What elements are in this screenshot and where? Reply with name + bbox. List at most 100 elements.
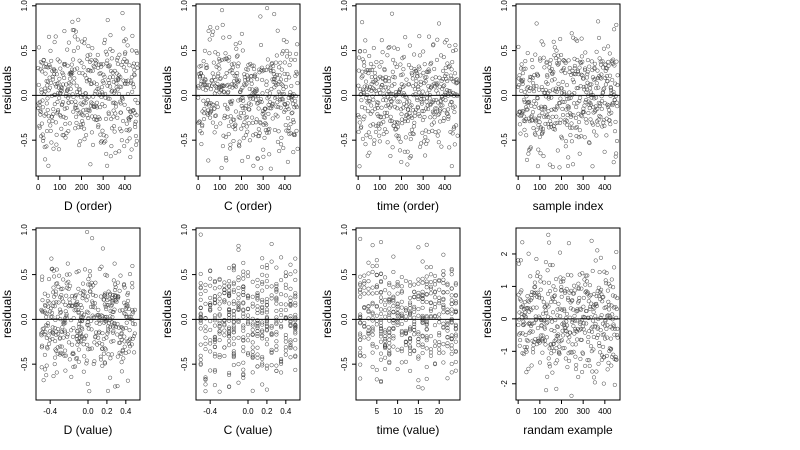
data-point	[288, 340, 293, 345]
data-point	[129, 75, 134, 80]
data-point	[274, 289, 279, 294]
data-point	[593, 321, 598, 326]
data-point	[600, 124, 605, 129]
data-point	[213, 113, 218, 119]
data-point	[571, 324, 576, 329]
data-point	[611, 324, 616, 329]
data-point	[370, 94, 375, 99]
data-point	[53, 339, 58, 344]
data-point	[362, 305, 367, 310]
data-point	[36, 45, 42, 50]
data-point	[516, 322, 521, 327]
data-point	[108, 154, 113, 159]
data-point	[274, 320, 279, 325]
data-point	[418, 144, 423, 149]
data-point	[407, 155, 412, 160]
data-point	[428, 353, 433, 358]
data-point	[118, 273, 123, 278]
data-point	[412, 322, 417, 327]
data-point	[606, 360, 611, 365]
data-point	[444, 76, 449, 81]
data-point	[222, 323, 227, 328]
data-point	[548, 119, 553, 124]
data-point	[76, 125, 81, 130]
data-point	[360, 136, 365, 141]
data-point	[231, 320, 236, 325]
data-point	[408, 326, 413, 331]
data-point	[565, 122, 570, 127]
data-point	[260, 91, 265, 96]
data-point	[432, 66, 437, 72]
data-point	[375, 100, 380, 105]
data-point	[261, 68, 267, 73]
data-point	[241, 349, 246, 354]
data-point	[364, 133, 369, 138]
data-point	[196, 95, 201, 100]
data-point	[601, 87, 606, 92]
data-point	[208, 25, 213, 30]
data-point	[607, 73, 613, 78]
data-point	[408, 131, 413, 136]
data-point	[591, 304, 596, 309]
data-point	[67, 357, 72, 362]
data-point	[198, 232, 203, 237]
data-point	[398, 87, 403, 92]
data-point	[253, 131, 258, 136]
data-point	[36, 66, 41, 71]
data-point	[108, 324, 113, 330]
data-point	[538, 287, 543, 292]
data-point	[80, 314, 85, 319]
data-point	[413, 82, 418, 87]
data-point	[579, 54, 584, 59]
data-point	[198, 82, 203, 87]
data-point	[53, 120, 58, 125]
data-point	[231, 330, 236, 335]
data-point	[420, 344, 425, 349]
data-point	[366, 130, 371, 135]
data-point	[587, 294, 592, 299]
data-point	[274, 344, 279, 349]
data-point	[448, 73, 453, 78]
data-point	[606, 307, 612, 312]
data-point	[61, 277, 66, 282]
data-point	[124, 320, 129, 325]
data-point	[387, 333, 392, 338]
data-point	[76, 286, 81, 291]
data-point	[82, 289, 87, 294]
data-point	[76, 269, 81, 274]
data-point	[269, 296, 274, 301]
data-point	[60, 325, 65, 330]
data-point	[247, 86, 252, 91]
data-point	[553, 318, 558, 323]
data-point	[207, 37, 212, 42]
data-point	[526, 251, 531, 256]
data-point	[403, 331, 408, 336]
data-point	[122, 339, 127, 344]
data-point	[383, 344, 388, 349]
data-point	[98, 294, 103, 299]
data-point	[571, 291, 576, 296]
data-point	[404, 77, 409, 82]
data-point	[417, 66, 422, 71]
data-point	[427, 87, 432, 92]
data-point	[362, 306, 367, 311]
data-point	[569, 112, 574, 117]
data-point	[287, 75, 292, 80]
y-axis-title: residuals	[320, 290, 334, 338]
data-point	[357, 164, 362, 169]
data-point	[227, 283, 232, 288]
data-point	[208, 349, 213, 354]
data-point	[523, 119, 528, 124]
data-point	[441, 118, 446, 123]
data-point	[105, 298, 110, 303]
data-point	[295, 42, 300, 47]
data-point	[269, 241, 274, 247]
data-point	[367, 85, 372, 90]
data-point	[78, 139, 83, 144]
data-point	[391, 336, 396, 341]
data-point	[444, 37, 449, 43]
data-point	[416, 293, 421, 298]
data-point	[581, 84, 586, 90]
data-point	[368, 61, 373, 66]
data-point	[63, 353, 68, 358]
